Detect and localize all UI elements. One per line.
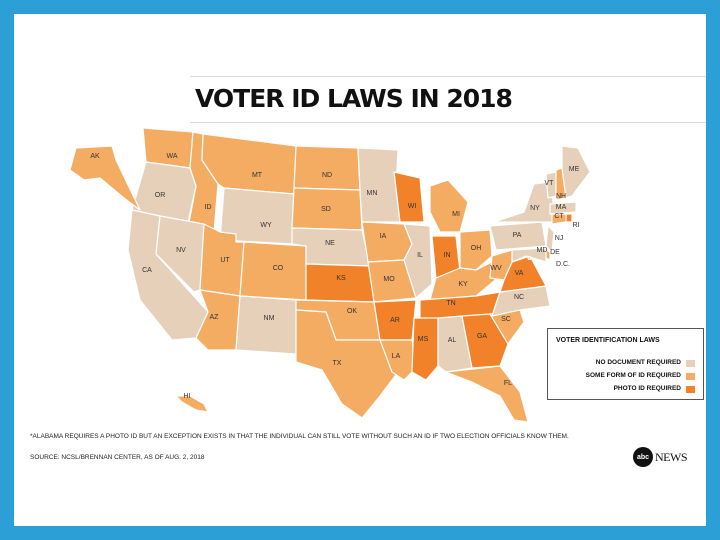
state-label-hi: HI [184, 393, 191, 400]
legend-item-some-id: SOME FORM OF ID REQUIRED [552, 372, 695, 382]
state-label-mi: MI [452, 211, 460, 218]
state-label-al: AL [448, 337, 457, 344]
state-hi [175, 395, 209, 413]
state-label-pa: PA [513, 232, 522, 239]
top-divider [190, 76, 706, 77]
abc-news-logo: abc NEWS [633, 447, 688, 467]
state-nm [235, 295, 297, 355]
state-label-ok: OK [347, 308, 357, 315]
state-ma [549, 201, 577, 215]
state-label-or: OR [155, 192, 166, 199]
state-label-ny: NY [530, 205, 540, 212]
state-label-nd: ND [322, 172, 332, 179]
state-nc [491, 285, 551, 317]
state-label-wv: WV [490, 265, 502, 272]
state-wv [489, 249, 513, 281]
state-label-fl: FL [504, 380, 512, 387]
legend-label: PHOTO ID REQUIRED [613, 385, 681, 392]
state-label-sd: SD [321, 206, 331, 213]
state-label-me: ME [569, 166, 580, 173]
state-label-ky: KY [458, 281, 468, 288]
state-ak [69, 145, 141, 211]
legend-title: VOTER IDENTIFICATION LAWS [556, 337, 660, 344]
state-label-nj: NJ [555, 235, 564, 242]
state-tx [295, 309, 399, 419]
state-oh [459, 229, 493, 271]
state-label-nm: NM [264, 315, 275, 322]
state-label-id: ID [205, 204, 212, 211]
state-fl [445, 365, 529, 423]
state-label-in: IN [444, 252, 451, 259]
state-ga [461, 313, 509, 369]
news-wordmark: NEWS [655, 449, 688, 464]
state-label-tn: TN [446, 300, 455, 307]
state-nj [545, 225, 555, 253]
state-label-ma: MA [556, 204, 567, 211]
map-title: VOTER ID LAWS IN 2018 [195, 84, 513, 113]
state-ms [411, 317, 439, 381]
state-dc [527, 255, 532, 261]
state-label-la: LA [392, 353, 401, 360]
state-label-ne: NE [325, 240, 335, 247]
state-label-co: CO [273, 265, 284, 272]
legend: VOTER IDENTIFICATION LAWS NO DOCUMENT RE… [547, 328, 704, 400]
state-label-oh: OH [471, 245, 482, 252]
state-ri [565, 213, 573, 223]
state-label-ms: MS [418, 336, 429, 343]
state-label-vt: VT [545, 180, 555, 187]
state-md [511, 247, 547, 263]
state-wi [393, 171, 425, 223]
state-label-de: DE [550, 249, 560, 256]
state-label-ak: AK [90, 153, 100, 160]
footnote: *ALABAMA REQUIRES A PHOTO ID BUT AN EXCE… [30, 433, 569, 440]
state-label-ar: AR [390, 317, 400, 324]
source-note: SOURCE: NCSL/BRENNAN CENTER, AS OF AUG. … [30, 454, 205, 461]
state-me [561, 145, 591, 199]
state-label-nh: NH [556, 193, 566, 200]
state-label-dc: D.C. [556, 261, 570, 268]
legend-swatch [686, 373, 695, 380]
state-ct [551, 213, 567, 225]
abc-logo-icon: abc [633, 447, 653, 467]
state-va [499, 255, 547, 293]
legend-item-photo-id: PHOTO ID REQUIRED [552, 385, 695, 395]
state-label-mn: MN [367, 190, 378, 197]
state-label-az: AZ [210, 314, 220, 321]
state-label-wi: WI [408, 203, 417, 210]
state-label-ga: GA [477, 333, 487, 340]
state-label-va: VA [515, 270, 524, 277]
state-label-ct: CT [554, 213, 564, 220]
state-nv [155, 215, 205, 293]
state-label-tx: TX [333, 360, 342, 367]
state-label-mt: MT [252, 172, 263, 179]
state-label-mo: MO [383, 276, 395, 283]
state-label-nc: NC [514, 294, 524, 301]
state-label-ca: CA [142, 267, 152, 274]
state-ia [361, 221, 413, 263]
state-label-nv: NV [176, 247, 186, 254]
state-label-wa: WA [166, 153, 177, 160]
state-label-ks: KS [336, 275, 346, 282]
state-ks [305, 263, 375, 303]
state-label-ia: IA [380, 233, 387, 240]
state-nd [293, 145, 361, 191]
state-mi [429, 179, 469, 233]
state-mn [357, 147, 401, 223]
legend-label: SOME FORM OF ID REQUIRED [585, 372, 681, 379]
state-label-sc: SC [501, 316, 511, 323]
title-divider [190, 122, 706, 123]
state-label-ut: UT [220, 257, 230, 264]
state-la [379, 339, 417, 381]
state-label-wy: WY [260, 222, 272, 229]
state-wa [142, 127, 194, 169]
state-label-ri: RI [573, 222, 580, 229]
legend-swatch [686, 360, 695, 367]
legend-label: NO DOCUMENT REQUIRED [595, 359, 681, 366]
state-label-md: MD [537, 247, 548, 254]
state-label-il: IL [417, 252, 423, 259]
state-il [403, 223, 433, 299]
legend-swatch [686, 386, 695, 393]
legend-item-no-document: NO DOCUMENT REQUIRED [552, 359, 695, 369]
